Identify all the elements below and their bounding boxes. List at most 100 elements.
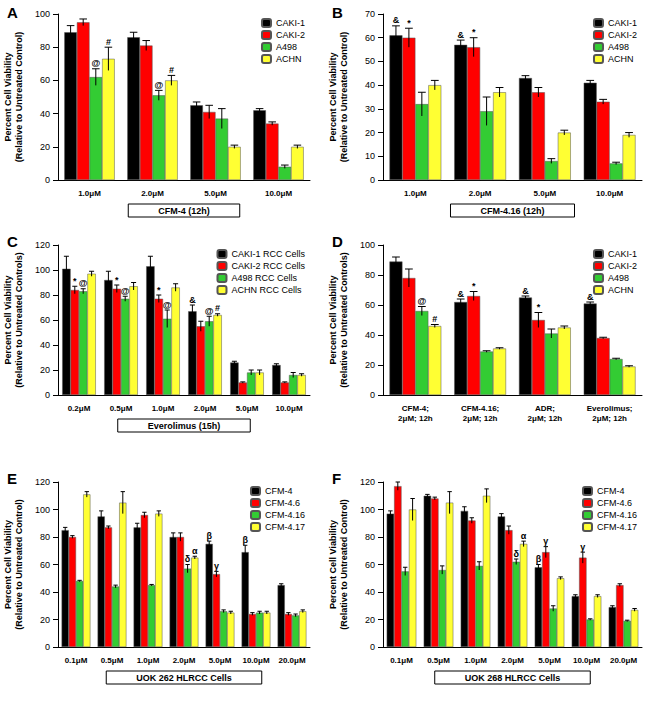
svg-text:0.5μM: 0.5μM [427, 656, 450, 665]
svg-text:*: * [537, 302, 541, 312]
svg-text:60: 60 [365, 300, 375, 310]
svg-text:1.0μM: 1.0μM [152, 404, 175, 413]
svg-text:2.0μM: 2.0μM [194, 404, 217, 413]
svg-text:80: 80 [365, 270, 375, 280]
svg-text:Everolimus;: Everolimus; [587, 404, 633, 413]
svg-text:UOK 262 HLRCC Cells: UOK 262 HLRCC Cells [136, 673, 232, 683]
svg-text:β: β [242, 535, 248, 545]
svg-text:0.2μM: 0.2μM [68, 404, 91, 413]
svg-text:@: @ [163, 300, 172, 310]
svg-text:2μM; 12h: 2μM; 12h [398, 414, 433, 423]
svg-text:0: 0 [45, 390, 50, 400]
svg-text:ACHN: ACHN [608, 285, 634, 295]
svg-text:1.0μM: 1.0μM [137, 656, 160, 665]
svg-text:Percent Cell Viability: Percent Cell Viability [328, 53, 338, 142]
svg-text:120: 120 [35, 477, 50, 487]
svg-text:D: D [332, 233, 343, 250]
svg-text:CFM-4.16 (12h): CFM-4.16 (12h) [480, 206, 544, 216]
svg-text:CFM-4.16;: CFM-4.16; [461, 404, 499, 413]
svg-text:β: β [536, 554, 542, 564]
svg-text:#: # [215, 303, 220, 313]
svg-text:A: A [7, 4, 18, 21]
svg-text:CFM-4.6: CFM-4.6 [597, 498, 632, 508]
svg-text:CAKI-2 RCC Cells: CAKI-2 RCC Cells [231, 261, 305, 271]
svg-text:80: 80 [40, 532, 50, 542]
svg-text:80: 80 [40, 42, 50, 52]
svg-text:0: 0 [370, 642, 375, 652]
svg-text:@: @ [154, 80, 163, 90]
svg-text:0: 0 [45, 642, 50, 652]
svg-text:0: 0 [370, 175, 375, 185]
svg-text:A498: A498 [276, 42, 297, 52]
svg-text:CAKI-2: CAKI-2 [608, 30, 637, 40]
svg-text:@: @ [205, 306, 214, 316]
svg-text:1.0μM: 1.0μM [78, 189, 101, 198]
svg-text:@: @ [417, 296, 426, 306]
svg-text:100: 100 [360, 505, 375, 515]
svg-text:5.0μM: 5.0μM [204, 189, 227, 198]
svg-text:0.5μM: 0.5μM [110, 404, 133, 413]
svg-text:20: 20 [40, 142, 50, 152]
svg-text:A498: A498 [608, 273, 629, 283]
svg-text:(Relative to Untreated Control: (Relative to Untreated Control) [14, 32, 24, 163]
svg-text:B: B [332, 4, 343, 21]
svg-text:*: * [407, 18, 411, 28]
svg-text:CAKI-1: CAKI-1 [608, 18, 637, 28]
svg-text:*: * [115, 275, 119, 285]
svg-text:CAKI-1 RCC Cells: CAKI-1 RCC Cells [231, 249, 305, 259]
svg-text:10: 10 [365, 151, 375, 161]
svg-text:5.0μM: 5.0μM [534, 189, 557, 198]
svg-text:5.0μM: 5.0μM [538, 656, 561, 665]
svg-text:(Relative to Untreated Control: (Relative to Untreated Control) [339, 499, 349, 630]
svg-text:20: 20 [40, 365, 50, 375]
svg-text:@: @ [79, 278, 88, 288]
svg-text:40: 40 [40, 340, 50, 350]
svg-text:2μM; 12h: 2μM; 12h [528, 414, 563, 423]
svg-text:100: 100 [35, 265, 50, 275]
svg-text:2.0μM: 2.0μM [173, 656, 196, 665]
svg-text:40: 40 [40, 109, 50, 119]
svg-text:CFM-4 (12h): CFM-4 (12h) [158, 206, 210, 216]
svg-text:δ: δ [185, 554, 191, 564]
svg-text:40: 40 [365, 587, 375, 597]
svg-text:1.0μM: 1.0μM [404, 189, 427, 198]
svg-text:80: 80 [365, 532, 375, 542]
svg-text:10.0μM: 10.0μM [275, 404, 302, 413]
svg-text:UOK 268 HLRCC Cells: UOK 268 HLRCC Cells [465, 673, 561, 683]
svg-text:CFM-4.17: CFM-4.17 [597, 522, 637, 532]
svg-text:2.0μM: 2.0μM [141, 189, 164, 198]
svg-text:&: & [587, 292, 594, 302]
svg-text:@: @ [91, 58, 100, 68]
svg-text:60: 60 [365, 560, 375, 570]
svg-text:10.0μM: 10.0μM [265, 189, 292, 198]
svg-text:@: @ [121, 286, 130, 296]
svg-text:60: 60 [40, 75, 50, 85]
svg-text:20: 20 [40, 615, 50, 625]
svg-text:60: 60 [365, 33, 375, 43]
svg-text:(Relative to Untreated Control: (Relative to Untreated Controls) [14, 252, 24, 388]
svg-text:ACHN: ACHN [608, 54, 634, 64]
svg-text:*: * [472, 27, 476, 37]
svg-text:β: β [206, 531, 212, 541]
svg-text:F: F [332, 470, 341, 487]
svg-text:80: 80 [40, 290, 50, 300]
svg-text:Percent Cell Viability: Percent Cell Viability [328, 520, 338, 609]
svg-text:100: 100 [35, 9, 50, 19]
svg-text:0: 0 [370, 390, 375, 400]
svg-text:70: 70 [365, 9, 375, 19]
svg-text:α: α [521, 531, 527, 541]
svg-text:γ: γ [214, 561, 219, 571]
svg-text:A498: A498 [608, 42, 629, 52]
svg-text:&: & [457, 30, 464, 40]
svg-text:20.0μM: 20.0μM [278, 656, 305, 665]
svg-text:20: 20 [365, 615, 375, 625]
svg-text:100: 100 [35, 505, 50, 515]
svg-text:30: 30 [365, 104, 375, 114]
svg-text:5.0μM: 5.0μM [236, 404, 259, 413]
svg-text:Percent Cell Viability: Percent Cell Viability [3, 53, 13, 142]
svg-text:ADR;: ADR; [535, 404, 555, 413]
svg-text:0: 0 [45, 175, 50, 185]
svg-text:(Relative to Untreated Control: (Relative to Untreated Control) [14, 499, 24, 630]
svg-text:&: & [522, 286, 529, 296]
svg-text:2μM; 12h: 2μM; 12h [463, 414, 498, 423]
